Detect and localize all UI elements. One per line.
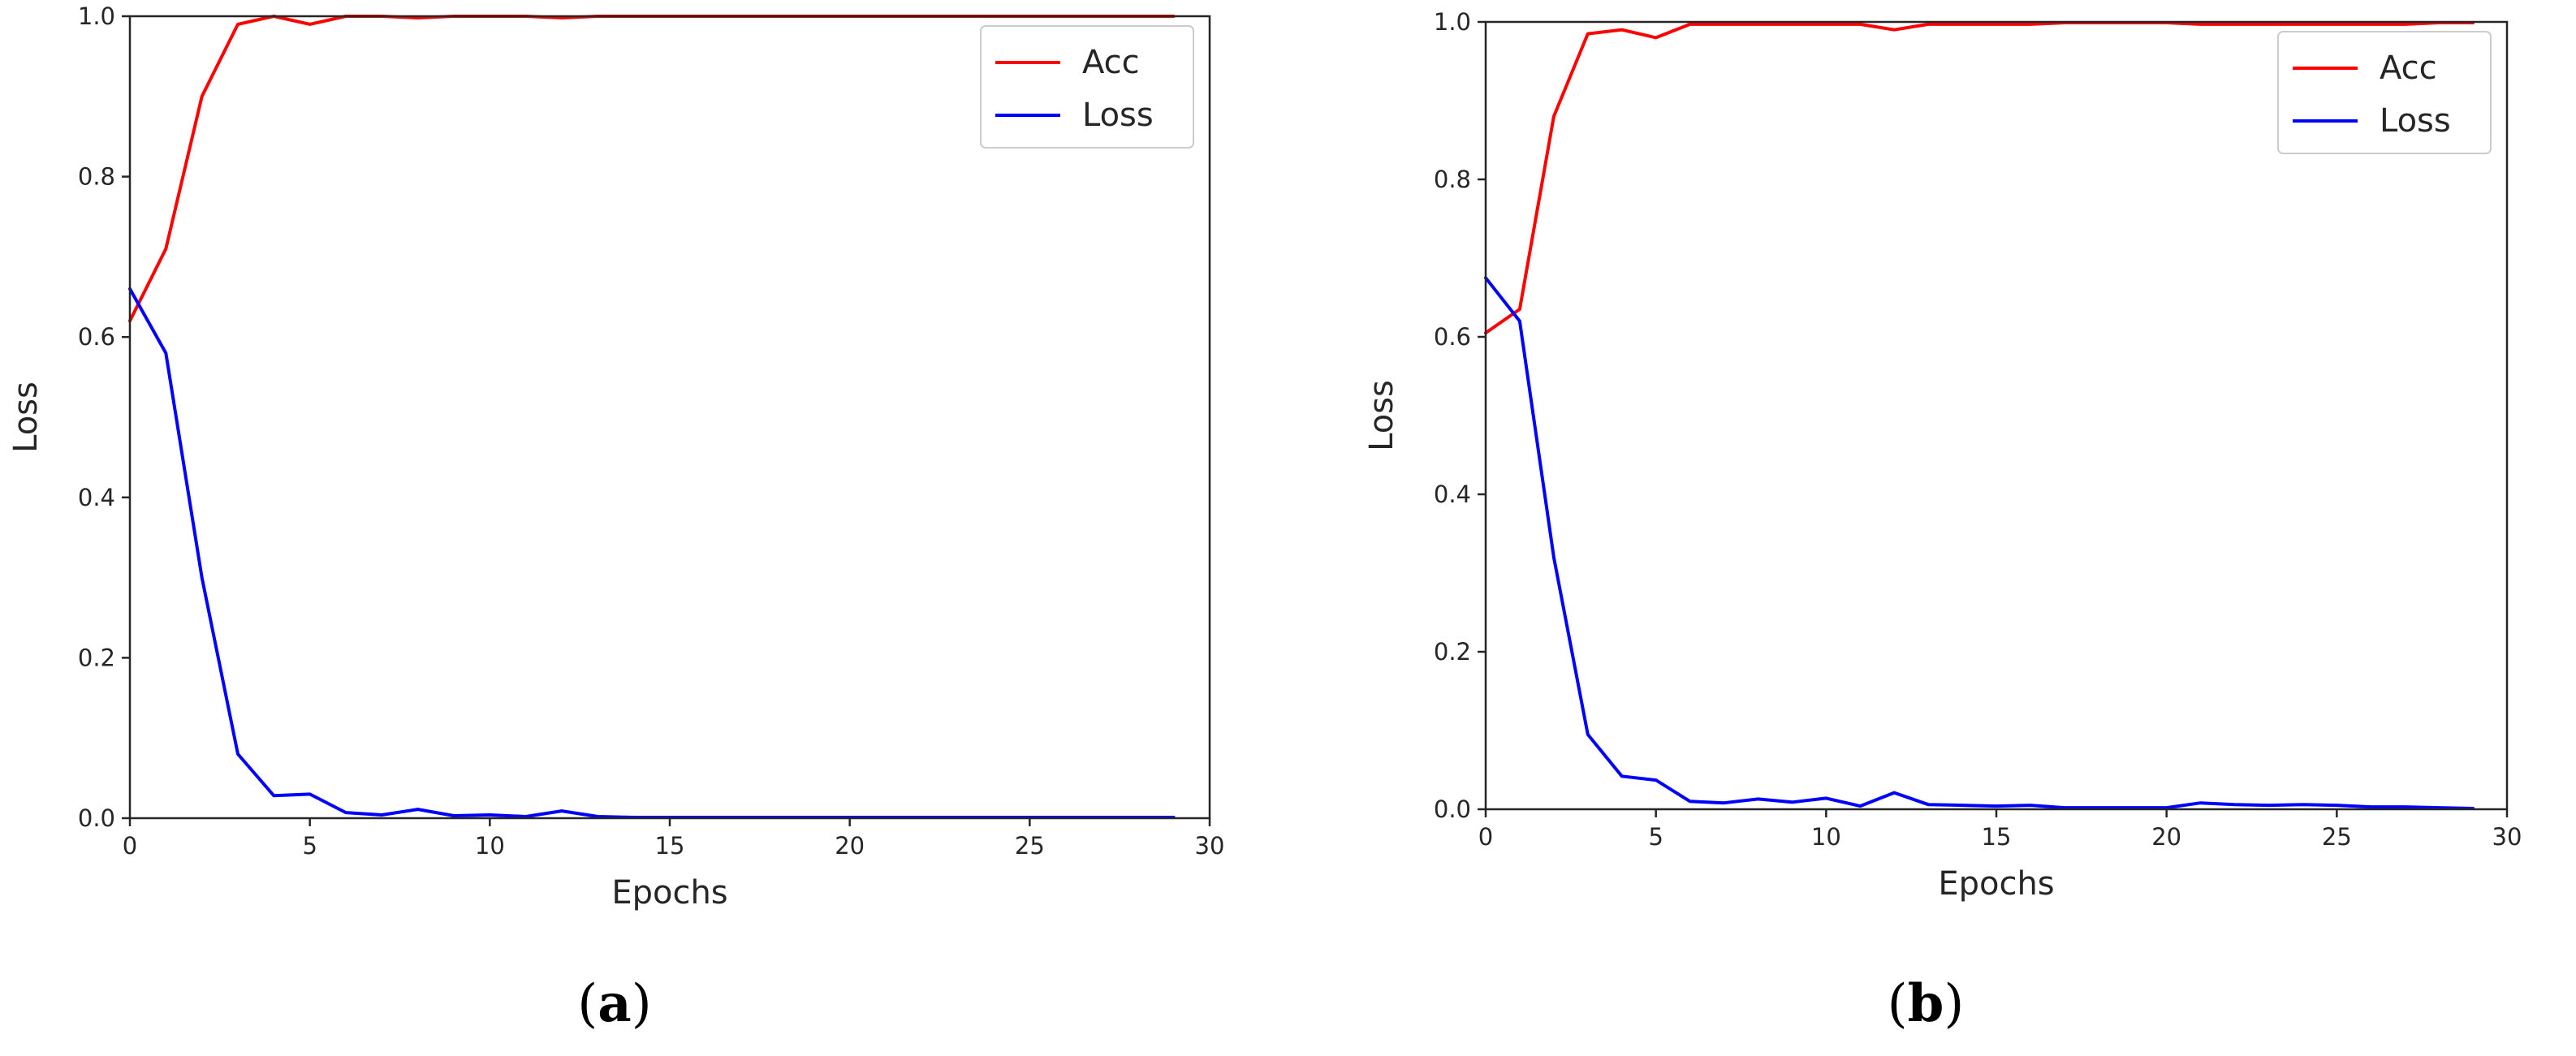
chart-b: 0 5 10 15 20 25 30 0.0 0.2 0.4 0.6 0.8 1.0 Epochs Loss… <box>1363 8 2522 903</box>
legend-label-acc: Acc <box>1082 44 1140 81</box>
x-tick-label: 15 <box>1982 823 2012 851</box>
series-line-loss <box>128 287 1176 819</box>
x-tick-label: 0 <box>1478 823 1493 851</box>
x-tick-label: 5 <box>1648 823 1663 851</box>
x-tick-label: 15 <box>655 832 685 860</box>
x-tick-label: 25 <box>1015 832 1045 860</box>
series-line-acc <box>1484 21 2475 335</box>
y-tick-label: 1.0 <box>78 2 115 30</box>
x-axis-label: Epochs <box>1938 865 2054 903</box>
legend-box <box>980 25 1194 149</box>
x-tick-label: 0 <box>123 832 137 860</box>
y-tick-label: 1.0 <box>1434 8 1471 36</box>
legend: Acc Loss <box>2277 31 2492 154</box>
y-tick-label: 0.4 <box>78 484 115 511</box>
legend-box <box>2277 31 2492 154</box>
y-tick-label: 0.8 <box>1434 166 1471 193</box>
y-tick-label: 0.2 <box>1434 638 1471 666</box>
legend: Acc Loss <box>980 25 1194 149</box>
x-axis-label: Epochs <box>611 874 727 912</box>
legend-label-acc: Acc <box>2380 50 2437 87</box>
x-tick-label: 5 <box>302 832 317 860</box>
x-tick-label: 10 <box>475 832 505 860</box>
x-tick-label: 25 <box>2322 823 2352 851</box>
y-tick-label: 0.2 <box>78 644 115 671</box>
y-tick-label: 0.4 <box>1434 481 1471 508</box>
x-tick-label: 20 <box>2151 823 2181 851</box>
caption-b: (b) <box>1888 973 1965 1034</box>
x-tick-label: 10 <box>1811 823 1841 851</box>
chart-a: 0 5 10 15 20 25 30 0.0 0.2 0.4 0.6 0.8 1.0 Epochs Loss… <box>7 2 1224 912</box>
legend-label-loss: Loss <box>2380 102 2451 140</box>
y-tick-label: 0.8 <box>78 163 115 191</box>
caption-a: (a) <box>577 973 651 1034</box>
y-axis-label: Loss <box>7 381 45 453</box>
y-tick-label: 0.0 <box>1434 795 1471 823</box>
x-tick-label: 30 <box>2492 823 2522 851</box>
y-tick-label: 0.6 <box>1434 323 1471 351</box>
legend-label-loss: Loss <box>1082 97 1154 134</box>
y-axis-label: Loss <box>1363 380 1400 451</box>
series-line-loss <box>1484 276 2475 810</box>
y-tick-label: 0.6 <box>78 323 115 351</box>
x-tick-label: 20 <box>835 832 865 860</box>
y-tick-label: 0.0 <box>78 804 115 832</box>
x-tick-label: 30 <box>1195 832 1225 860</box>
